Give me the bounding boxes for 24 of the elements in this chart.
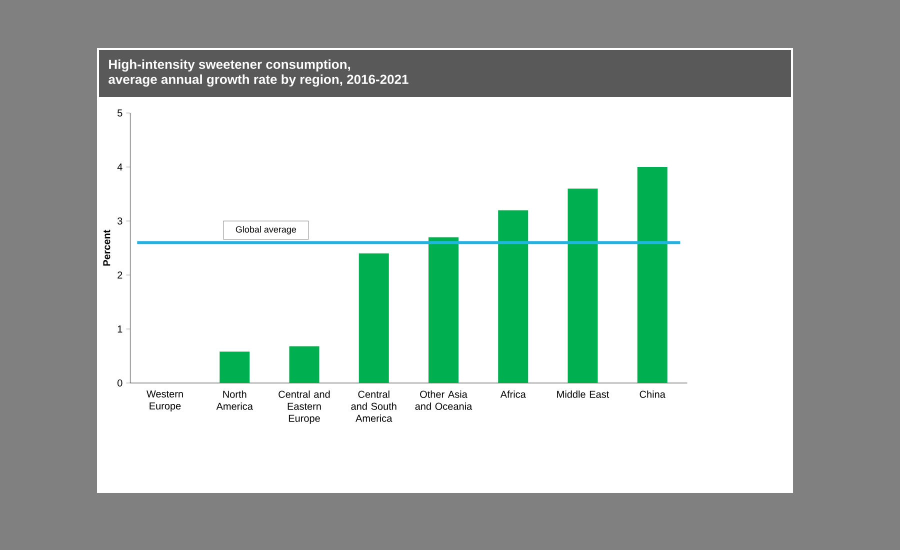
y-tick-label: 4 [117, 164, 122, 170]
bar [220, 352, 250, 383]
x-tick-label: China [640, 390, 666, 398]
bar [498, 210, 528, 383]
y-tick-label: 5 [118, 110, 122, 116]
x-tick-label: Africa [500, 390, 526, 398]
y-tick-label: 2 [118, 272, 122, 278]
y-tick-label: 3 [117, 217, 122, 225]
x-tick-label: Western Europe [146, 390, 183, 412]
bar [637, 167, 668, 383]
x-tick-label: Central and Eastern Europe [278, 390, 330, 424]
x-tick-label: Other Asia and Oceania [415, 390, 472, 410]
x-tick-label: Central and South America [351, 390, 396, 422]
bar [289, 346, 320, 383]
y-tick-label: 1 [118, 326, 122, 332]
x-tick-label: North America [216, 390, 253, 410]
y-tick-label: 0 [117, 379, 122, 387]
bar [428, 237, 458, 383]
chart-title: High-intensity sweetener consumption, average annual growth rate by region, 2016-2021 [108, 59, 408, 87]
ref-line-label: Global average [236, 226, 296, 234]
bar [568, 188, 598, 383]
bar [358, 253, 389, 383]
x-tick-label: Middle East [557, 390, 610, 398]
y-axis-title: Percent [103, 230, 110, 266]
